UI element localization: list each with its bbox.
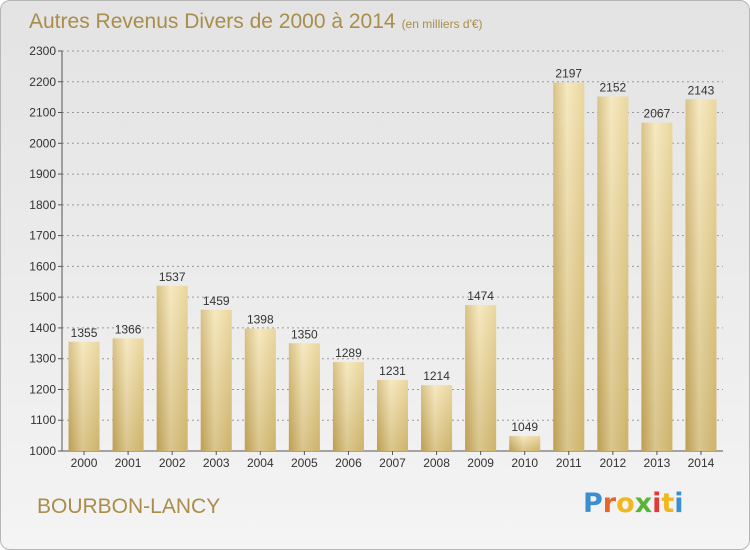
x-tick-label: 2009 [467, 456, 494, 470]
bar-shade [465, 305, 497, 451]
x-tick-label: 2010 [511, 456, 538, 470]
data-label: 1537 [159, 270, 186, 284]
data-label: 1231 [379, 364, 406, 378]
x-tick-label: 2001 [115, 456, 142, 470]
y-tick-label: 1500 [29, 290, 56, 304]
data-label: 2152 [599, 81, 626, 95]
bar-shade [641, 122, 673, 451]
x-tick-label: 2004 [247, 456, 274, 470]
bar-shade [288, 343, 320, 451]
data-label: 1350 [291, 327, 318, 341]
logo-letter: P [583, 488, 603, 519]
x-tick-label: 2003 [203, 456, 230, 470]
bar-shade [200, 309, 232, 451]
logo-letter: x [634, 488, 653, 519]
commune-name: BOURBON-LANCY [37, 495, 221, 518]
data-label: 1289 [335, 346, 362, 360]
x-tick-label: 2000 [71, 456, 98, 470]
data-label: 1459 [203, 294, 230, 308]
data-label: 2197 [555, 67, 582, 81]
y-tick-label: 1200 [29, 382, 56, 396]
bar-shade [553, 82, 585, 451]
x-tick-label: 2006 [335, 456, 362, 470]
x-tick-label: 2012 [599, 456, 626, 470]
x-tick-label: 2013 [644, 456, 671, 470]
logo-letter: i [674, 488, 684, 519]
data-label: 1214 [423, 369, 450, 383]
y-tick-label: 1400 [29, 321, 56, 335]
x-tick-label: 2014 [688, 456, 715, 470]
x-tick-label: 2011 [556, 456, 582, 470]
data-label: 2143 [688, 83, 715, 97]
y-tick-label: 1600 [29, 259, 56, 273]
x-tick-label: 2008 [423, 456, 450, 470]
bar-shade [377, 379, 408, 451]
data-label: 2067 [644, 107, 671, 121]
chart-title: Autres Revenus Divers de 2000 à 2014 (en … [29, 10, 483, 34]
data-label: 1474 [467, 289, 494, 303]
data-label: 1398 [247, 313, 274, 327]
bar-shade [509, 435, 541, 451]
y-tick-label: 1000 [29, 444, 56, 458]
y-tick-label: 2300 [29, 44, 56, 58]
y-tick-label: 2000 [29, 136, 56, 150]
logo-letter: r [602, 488, 617, 519]
bar-shade [685, 99, 717, 452]
y-tick-label: 1900 [29, 167, 56, 181]
y-tick-label: 1700 [29, 229, 56, 243]
x-tick-label: 2002 [159, 456, 186, 470]
logo-letter: o [616, 488, 635, 519]
x-tick-label: 2007 [379, 456, 406, 470]
data-label: 1355 [71, 326, 98, 340]
chart-title-text: Autres Revenus Divers de 2000 à 2014 [29, 10, 396, 33]
bar-shade [112, 338, 144, 451]
bar-shade [68, 341, 100, 451]
bar-shade [421, 385, 453, 451]
x-tick-label: 2005 [291, 456, 318, 470]
y-tick-label: 1100 [30, 413, 56, 427]
proxiti-logo: Proxiti [583, 488, 684, 519]
y-tick-label: 2100 [29, 106, 56, 120]
bar-shade [597, 96, 629, 452]
y-tick-label: 1800 [29, 198, 56, 212]
bar-shade [244, 328, 276, 451]
data-label: 1366 [115, 322, 142, 336]
bar-shade [156, 285, 188, 451]
logo-letter: i [652, 488, 662, 519]
chart-unit: (en milliers d'€) [401, 17, 483, 31]
y-tick-label: 2200 [29, 75, 56, 89]
bar-shade [332, 362, 364, 451]
y-tick-label: 1300 [29, 352, 56, 366]
logo-letter: t [661, 488, 675, 519]
data-label: 1049 [511, 420, 538, 434]
